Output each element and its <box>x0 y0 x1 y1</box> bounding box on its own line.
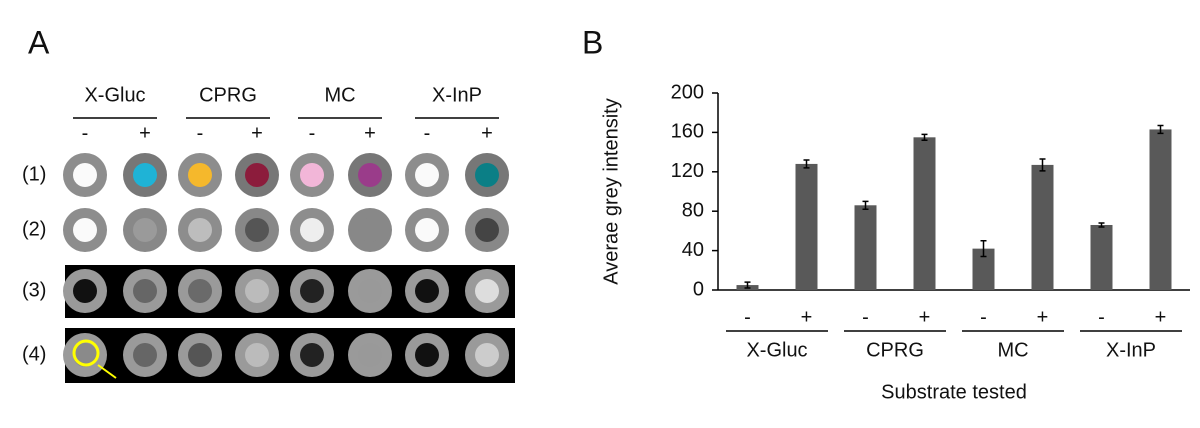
row-label: (4) <box>22 343 46 365</box>
sign-label: - <box>82 122 89 144</box>
y-axis-label: Averae grey intensity <box>600 98 622 284</box>
well-center <box>188 218 212 242</box>
well-center <box>415 279 439 303</box>
well-center <box>245 343 269 367</box>
x-tick-label: + <box>801 306 813 328</box>
y-tick-label: 40 <box>682 239 704 261</box>
well-center <box>358 218 382 242</box>
bar <box>854 205 877 290</box>
well-center <box>245 218 269 242</box>
sign-label: + <box>481 122 493 144</box>
well-center <box>133 218 157 242</box>
well-center <box>188 343 212 367</box>
well-center <box>415 163 439 187</box>
bar <box>795 163 818 290</box>
group-label: X-Gluc <box>746 339 807 361</box>
well-center <box>415 218 439 242</box>
error-bar <box>1039 158 1046 172</box>
well-center <box>300 279 324 303</box>
well-center <box>133 163 157 187</box>
well-center <box>475 218 499 242</box>
row-label: (1) <box>22 163 46 185</box>
sign-label: - <box>424 122 431 144</box>
error-bar <box>803 159 810 169</box>
sign-label: + <box>251 122 263 144</box>
bar <box>972 248 995 290</box>
error-bar <box>744 281 751 289</box>
x-tick-label: + <box>1037 306 1049 328</box>
well-center <box>245 163 269 187</box>
well-center <box>133 343 157 367</box>
error-bar <box>862 200 869 210</box>
well-center <box>358 343 382 367</box>
well-center <box>300 343 324 367</box>
x-tick-label: + <box>1155 306 1167 328</box>
row-label: (2) <box>22 218 46 240</box>
x-tick-label: - <box>862 306 869 328</box>
well-center <box>475 279 499 303</box>
group-label: X-InP <box>432 84 482 106</box>
group-label: X-Gluc <box>84 84 145 106</box>
group-label: CPRG <box>866 339 924 361</box>
well-center <box>300 218 324 242</box>
panel-label: A <box>28 24 50 60</box>
y-tick-label: 160 <box>671 121 704 143</box>
panel-label: B <box>582 24 603 60</box>
highlight-arrow <box>97 364 117 379</box>
well-center <box>188 279 212 303</box>
error-bar <box>980 240 987 258</box>
well-center <box>245 279 269 303</box>
group-label: MC <box>997 339 1028 361</box>
x-tick-label: - <box>744 306 751 328</box>
well-center <box>475 343 499 367</box>
highlight-circle <box>72 339 100 367</box>
sign-label: + <box>364 122 376 144</box>
x-tick-label: - <box>1098 306 1105 328</box>
well-center <box>73 218 97 242</box>
sign-label: + <box>139 122 151 144</box>
well-center <box>475 163 499 187</box>
x-tick-label: + <box>919 306 931 328</box>
error-bar <box>1157 124 1164 135</box>
group-label: MC <box>324 84 355 106</box>
y-tick-label: 0 <box>693 278 704 300</box>
y-tick-label: 200 <box>671 81 704 103</box>
group-label: X-InP <box>1106 339 1156 361</box>
error-bar <box>921 133 928 142</box>
bar <box>1090 224 1113 290</box>
error-bar <box>1098 222 1105 228</box>
sign-label: - <box>197 122 204 144</box>
sign-label: - <box>309 122 316 144</box>
bar <box>1031 164 1054 290</box>
well-center <box>358 163 382 187</box>
x-axis-label: Substrate tested <box>881 381 1027 403</box>
well-center <box>188 163 212 187</box>
well-center <box>415 343 439 367</box>
row-label: (3) <box>22 279 46 301</box>
y-tick-label: 120 <box>671 160 704 182</box>
well-center <box>133 279 157 303</box>
well-center <box>358 279 382 303</box>
well-center <box>73 163 97 187</box>
group-label: CPRG <box>199 84 257 106</box>
x-tick-label: - <box>980 306 987 328</box>
well-center <box>73 279 97 303</box>
well-center <box>300 163 324 187</box>
y-tick-label: 80 <box>682 199 704 221</box>
bar <box>913 137 936 290</box>
bar <box>1149 129 1172 290</box>
